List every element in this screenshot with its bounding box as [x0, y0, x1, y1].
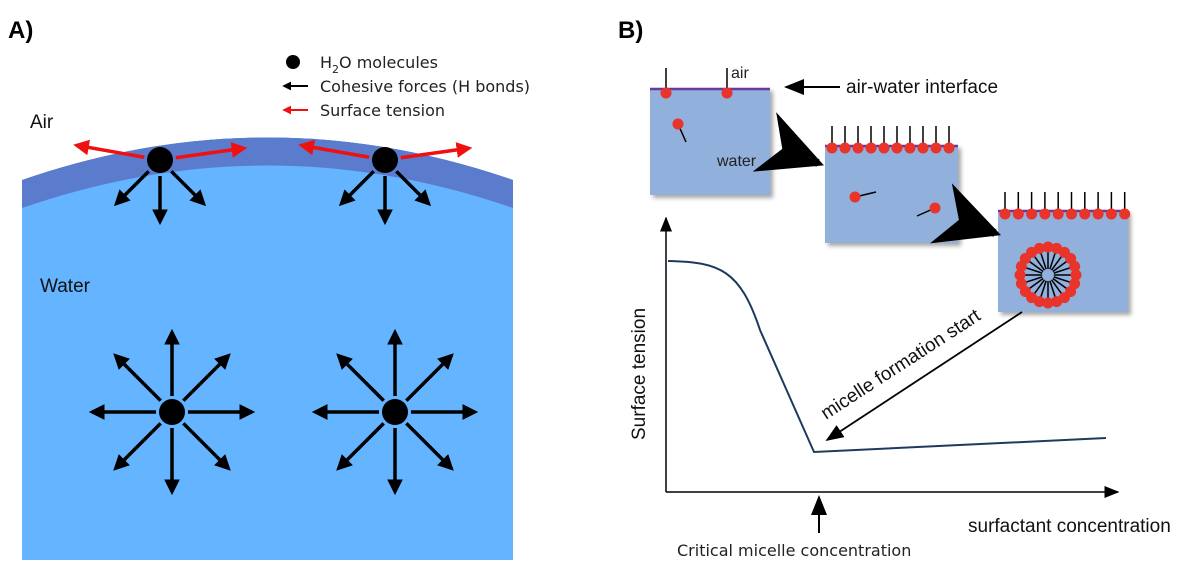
head — [839, 142, 851, 154]
bulk-water — [22, 162, 513, 560]
tension-arrow — [73, 139, 145, 159]
head — [660, 87, 672, 99]
head — [904, 142, 916, 154]
head — [826, 142, 838, 154]
tension-curve — [667, 260, 1107, 454]
head — [1051, 296, 1063, 308]
cmc-label: Critical micelle concentration — [677, 541, 911, 560]
cohesive-arrow — [113, 353, 162, 402]
head — [1015, 278, 1027, 290]
head — [891, 142, 903, 154]
head — [1042, 297, 1054, 309]
legend-molecules: H2O molecules — [320, 53, 438, 76]
head — [930, 142, 942, 154]
cohesive-arrow — [182, 422, 231, 471]
molecule-arrows — [73, 139, 479, 496]
water-label: water — [716, 153, 757, 170]
micelle-arrow — [825, 311, 1023, 441]
head — [1033, 242, 1045, 254]
water-label: Water — [40, 276, 91, 297]
panel-label: A) — [8, 17, 33, 44]
subscript: 2 — [332, 63, 339, 76]
y-axis-label: Surface tension — [629, 308, 650, 440]
head — [929, 202, 941, 214]
head — [721, 87, 733, 99]
head — [999, 208, 1011, 220]
cohesive-arrow — [336, 353, 385, 402]
head — [878, 142, 890, 154]
cohesive-arrow — [395, 170, 432, 207]
air-label: Air — [30, 112, 54, 133]
text: O molecules — [339, 53, 438, 72]
step-arrow — [752, 112, 824, 172]
step-arrow — [929, 183, 1002, 244]
head — [1069, 260, 1081, 272]
head — [1066, 208, 1077, 220]
text: H — [320, 53, 332, 72]
micelle-label: micelle formation start — [817, 305, 985, 424]
tension-arrow — [400, 142, 473, 160]
molecule — [372, 147, 398, 173]
head — [1119, 208, 1131, 220]
air-label: air — [731, 65, 749, 82]
molecule — [382, 399, 408, 425]
head — [1079, 208, 1091, 220]
cohesive-arrow — [113, 170, 150, 207]
head — [1039, 208, 1051, 220]
head — [1092, 208, 1104, 220]
molecule — [147, 147, 173, 173]
head — [1026, 208, 1038, 220]
cohesive-arrow — [113, 422, 162, 471]
head — [672, 118, 684, 130]
molecule — [159, 399, 185, 425]
head — [943, 142, 955, 154]
head — [1014, 269, 1026, 281]
panel-label: B) — [618, 17, 643, 44]
legend-dot — [286, 55, 300, 69]
legend-cohesive: Cohesive forces (H bonds) — [320, 77, 530, 96]
legend-tension: Surface tension — [320, 101, 445, 120]
cohesive-arrow — [170, 170, 207, 207]
head — [849, 191, 861, 203]
head — [1052, 208, 1064, 220]
interface-label: air-water interface — [846, 77, 998, 98]
cohesive-arrow — [336, 422, 385, 471]
head — [1070, 269, 1082, 281]
tension-arrow — [175, 142, 248, 160]
cohesive-arrow — [182, 353, 231, 402]
head — [917, 142, 929, 154]
box — [825, 145, 958, 243]
head — [1012, 208, 1024, 220]
head — [1042, 241, 1054, 253]
head — [1105, 208, 1117, 220]
cohesive-arrow — [405, 422, 454, 471]
tension-arrow — [298, 139, 370, 159]
box — [650, 88, 770, 195]
head — [852, 142, 864, 154]
cohesive-arrow — [338, 170, 375, 207]
cohesive-arrow — [405, 353, 454, 402]
x-axis-label: surfactant concentration — [968, 516, 1171, 537]
head — [865, 142, 877, 154]
